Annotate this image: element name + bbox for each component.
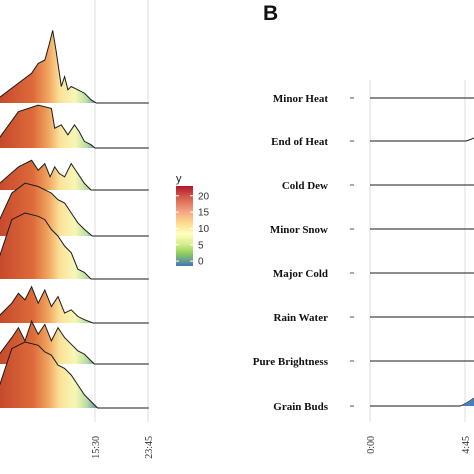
colorbar-tick-label-20: 20 — [198, 191, 210, 202]
category-label-6: Rain Water — [274, 312, 329, 324]
panel-b-rows: Minor Heat End of Heat Cold Dew Minor Snow M… — [253, 93, 474, 413]
ridge-line-8 — [0, 341, 149, 409]
ridge-area-3 — [0, 160, 149, 190]
colorbar-title: y — [176, 173, 182, 185]
ridge-area-5 — [0, 213, 149, 279]
colorbar-scale — [176, 186, 193, 266]
ridge-line-1 — [0, 30, 149, 104]
category-label-1: Minor Heat — [273, 93, 328, 105]
category-label-8: Grain Buds — [273, 401, 328, 413]
ridge-line-2 — [0, 104, 149, 149]
ridges-group — [0, 30, 149, 409]
ridge-line-7 — [0, 319, 149, 365]
x-tick-label-a-1: 23:45 — [144, 436, 155, 459]
colorbar-tick-label-15: 15 — [198, 208, 210, 219]
x-tick-label-b-1: 4:45 — [461, 436, 472, 454]
category-label-3: Cold Dew — [282, 180, 328, 192]
category-label-5: Major Cold — [273, 268, 328, 280]
panel-b-label: B — [263, 2, 278, 25]
ridge-line-5 — [0, 212, 149, 280]
colorbar-ticks: 20 15 10 5 0 — [176, 191, 210, 268]
colorbar-tick-label-5: 5 — [198, 240, 204, 251]
category-label-2: End of Heat — [271, 136, 328, 148]
ridge-line-6 — [0, 285, 149, 324]
ridge-area-6 — [0, 286, 149, 323]
colorbar-tick-label-10: 10 — [198, 224, 210, 235]
category-label-7: Pure Brightness — [253, 356, 329, 368]
series-fill-8 — [460, 398, 474, 406]
x-tick-label-a-0: 15:30 — [91, 436, 102, 459]
ridge-area-2 — [0, 105, 149, 148]
panel-b: B Minor Heat End of Heat Cold Dew Minor Sno… — [253, 2, 474, 454]
panel-a: 15:30 23:45 — [0, 0, 155, 459]
series-line-2 — [370, 137, 474, 142]
colorbar: y 20 15 10 5 0 — [176, 173, 210, 268]
colorbar-tick-label-0: 0 — [198, 257, 204, 268]
ridge-area-8 — [0, 342, 149, 408]
ridge-area-1 — [0, 30, 149, 103]
ridge-line-3 — [0, 159, 149, 191]
series-line-8 — [370, 397, 474, 407]
x-tick-label-b-0: 0:00 — [366, 436, 377, 454]
category-label-4: Minor Snow — [270, 224, 328, 236]
ridge-line-4 — [0, 182, 149, 237]
